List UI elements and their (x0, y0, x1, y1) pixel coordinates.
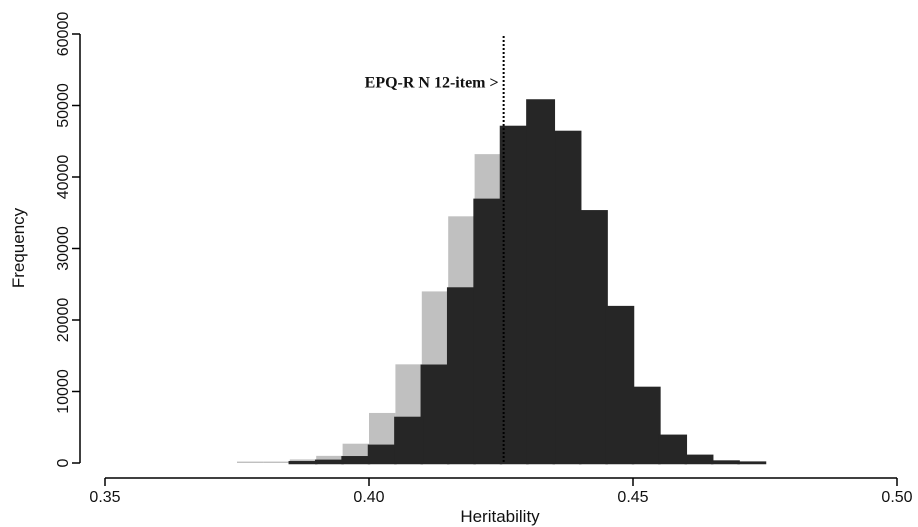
x-axis: 0.35 0.40 0.45 0.50 (89, 477, 913, 506)
dark-bar-fill-11 (580, 211, 607, 463)
dark-bar-fill-7 (474, 199, 501, 463)
dark-bar-fill-4 (395, 417, 422, 463)
dark-bar-outline-0 (288, 461, 318, 465)
y-tick-label-3: 30000 (55, 226, 72, 271)
dark-bar-fill-2 (342, 457, 369, 463)
dark-bar-outline-1 (314, 459, 344, 465)
y-tick-label-0: 0 (55, 458, 72, 467)
dark-bar-fill-13 (633, 387, 660, 463)
dark-bar-outline-13 (631, 386, 661, 465)
dark-bar-fill-8 (501, 126, 528, 463)
dark-bar-outline-12 (605, 305, 635, 465)
y-tick-label-6: 60000 (55, 12, 72, 57)
dark-bar-outlines (288, 99, 767, 465)
dark-bar-fill-10 (553, 131, 581, 463)
dark-bar-fill-3 (369, 445, 396, 463)
dark-bar-fill-6 (448, 288, 475, 463)
x-tick-label-2: 0.45 (617, 489, 648, 506)
dark-bar-fill-15 (685, 455, 713, 463)
y-axis-label: Frequency (9, 207, 28, 288)
y-tick-label-1: 10000 (55, 369, 72, 414)
dark-bar-fill-12 (606, 307, 633, 463)
dark-bar-fill-9 (527, 100, 554, 464)
reference-line-label: EPQ-R N 12-item > (365, 75, 499, 92)
y-tick-label-4: 40000 (55, 155, 72, 200)
x-tick-label-0: 0.35 (89, 489, 120, 506)
grey-bar-1 (263, 461, 290, 463)
dark-bar-outline-16 (710, 460, 740, 465)
grey-bar-3 (316, 455, 343, 463)
x-axis-label: Heritability (460, 507, 540, 526)
y-axis: 0 10000 20000 30000 40000 50000 60000 (55, 12, 81, 467)
dark-bar-fill-14 (659, 435, 686, 463)
dark-bar-outline-14 (658, 434, 688, 465)
grey-bar-0 (237, 461, 264, 463)
dark-bar-outline-15 (684, 454, 714, 465)
y-tick-label-5: 50000 (55, 83, 72, 128)
dark-bar-fill-5 (421, 365, 449, 463)
x-tick-label-1: 0.40 (353, 489, 384, 506)
x-tick-label-3: 0.50 (881, 489, 912, 506)
y-tick-label-2: 20000 (55, 298, 72, 343)
